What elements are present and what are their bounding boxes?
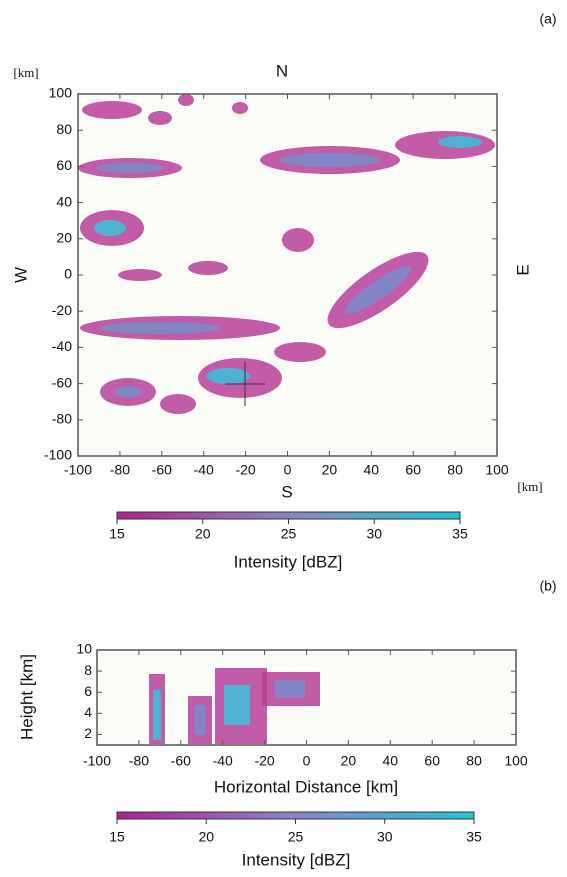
y-tick-label: -20 [52, 302, 72, 318]
colorbar [116, 811, 475, 820]
x-tick-label: 60 [424, 753, 440, 769]
colorbar-tick-label: 20 [195, 526, 211, 542]
y-tick-label: 60 [56, 157, 72, 173]
x-tick-label: 100 [504, 753, 528, 769]
y-tick-label: 100 [49, 85, 73, 101]
x-tick-label: 40 [364, 462, 380, 478]
x-tick-label: 60 [405, 462, 421, 478]
y-tick-label: 40 [56, 193, 72, 209]
colorbar-tick-label: 35 [452, 526, 468, 542]
x-axis-title: Horizontal Distance [km] [214, 777, 398, 796]
x-tick-label: 0 [303, 753, 311, 769]
x-tick-label: 80 [447, 462, 463, 478]
x-tick-label: -60 [152, 462, 172, 478]
x-tick-label: -60 [171, 753, 191, 769]
x-tick-label: -100 [64, 462, 92, 478]
colorbar-label: Intensity [dBZ] [242, 850, 351, 869]
radar-echoes [149, 668, 320, 744]
y-unit: [km] [13, 65, 38, 80]
colorbar-tick-label: 25 [281, 526, 297, 542]
y-tick-label: -40 [52, 338, 72, 354]
direction-north: N [276, 61, 288, 80]
colorbar-tick-label: 20 [198, 829, 214, 845]
x-tick-label: 0 [284, 462, 292, 478]
direction-west: W [11, 267, 30, 283]
y-tick-label: 0 [64, 266, 72, 282]
x-tick-label: -80 [110, 462, 130, 478]
x-tick-label: 40 [383, 753, 399, 769]
colorbar-tick-label: 30 [366, 526, 382, 542]
y-tick-label: 4 [84, 704, 92, 720]
direction-east: E [513, 264, 532, 275]
colorbar-tick-label: 15 [109, 526, 125, 542]
x-unit: [km] [517, 479, 542, 494]
y-tick-label: 20 [56, 230, 72, 246]
x-tick-label: -40 [194, 462, 214, 478]
y-tick-label: -80 [52, 411, 72, 427]
colorbar-label: Intensity [dBZ] [234, 552, 343, 571]
x-tick-label: 20 [322, 462, 338, 478]
panel-label: (b) [539, 578, 556, 594]
y-tick-label: 8 [84, 662, 92, 678]
panel-label: (a) [539, 11, 556, 27]
radar-echoes [78, 94, 495, 414]
colorbar [116, 511, 461, 520]
colorbar-tick-label: 15 [109, 829, 125, 845]
x-tick-label: -20 [254, 753, 274, 769]
x-tick-label: 100 [485, 462, 509, 478]
x-tick-label: 20 [341, 753, 357, 769]
y-tick-label: 6 [84, 683, 92, 699]
y-tick-label: 80 [56, 121, 72, 137]
y-tick-label: -60 [52, 374, 72, 390]
direction-south: S [281, 482, 292, 501]
x-tick-label: -20 [235, 462, 255, 478]
y-tick-label: 10 [76, 641, 92, 657]
y-tick-label: 2 [84, 725, 92, 741]
colorbar-tick-label: 35 [466, 829, 482, 845]
y-axis-title: Height [km] [17, 654, 36, 740]
colorbar-tick-label: 30 [377, 829, 393, 845]
x-tick-label: -100 [83, 753, 111, 769]
x-tick-label: -80 [129, 753, 149, 769]
y-tick-label: -100 [44, 447, 72, 463]
colorbar-tick-label: 25 [288, 829, 304, 845]
x-tick-label: 80 [466, 753, 482, 769]
x-tick-label: -40 [213, 753, 233, 769]
